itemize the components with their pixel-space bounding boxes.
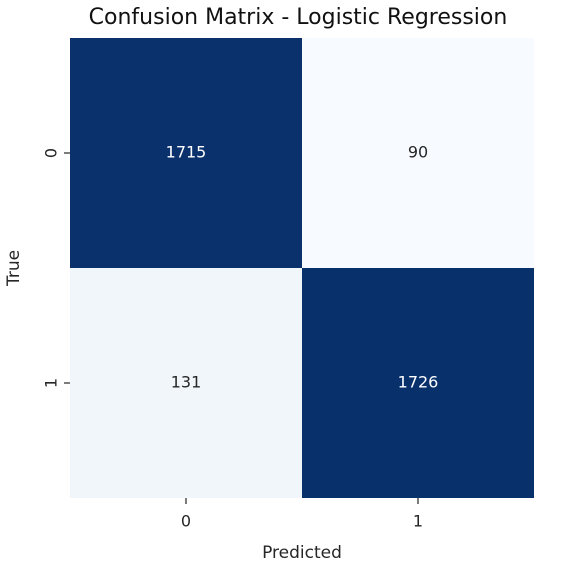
x-tick-label: 1 <box>413 512 423 531</box>
cell-label: 131 <box>171 373 202 392</box>
cell-label: 1715 <box>166 143 207 162</box>
x-axis-label: Predicted <box>262 543 342 563</box>
y-axis-label: True <box>4 250 24 287</box>
heatmap-cell <box>70 268 302 498</box>
y-tick-label: 1 <box>42 378 61 388</box>
chart-title: Confusion Matrix - Logistic Regression <box>89 5 508 30</box>
x-tick-label: 0 <box>181 512 191 531</box>
cell-label: 90 <box>408 143 428 162</box>
heatmap-cell <box>302 268 534 498</box>
heatmap-cell <box>302 38 534 268</box>
heatmap-cell <box>70 38 302 268</box>
y-tick-label: 0 <box>42 148 61 158</box>
cell-label: 1726 <box>398 373 439 392</box>
